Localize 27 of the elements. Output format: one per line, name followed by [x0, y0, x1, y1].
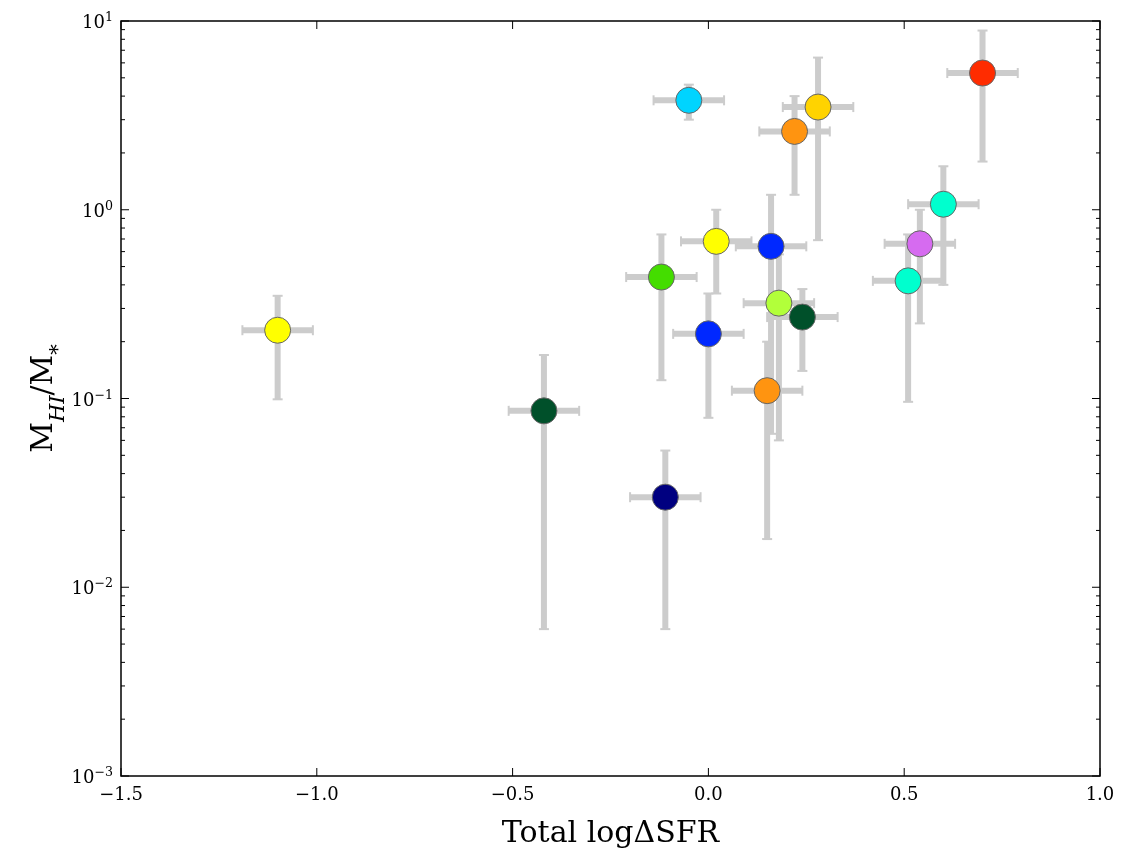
y-tick-label: 10$^{0}$: [82, 197, 113, 221]
y-tick-label: 10$^{−2}$: [71, 574, 113, 599]
point: [264, 316, 292, 344]
point: [804, 93, 832, 121]
point: [969, 59, 997, 87]
x-tick-label: −0.5: [490, 783, 535, 804]
y-tick-label: 10$^{1}$: [82, 8, 113, 32]
point: [757, 232, 785, 260]
point: [765, 289, 793, 317]
point: [929, 190, 957, 218]
point: [788, 303, 816, 331]
x-tick-label: 0.0: [694, 783, 723, 804]
x-tick-label: 1.0: [1085, 783, 1115, 804]
x-axis-title: Total logΔSFR: [501, 814, 721, 849]
point: [694, 320, 722, 348]
point: [702, 227, 730, 255]
y-tick-label: 10$^{−1}$: [71, 386, 113, 410]
point: [906, 230, 934, 258]
point: [894, 267, 922, 295]
point: [651, 483, 679, 511]
point: [530, 397, 558, 425]
point: [675, 86, 703, 114]
point: [647, 263, 675, 291]
x-tick-label: 0.5: [889, 783, 919, 804]
point: [753, 377, 781, 405]
point: [781, 117, 809, 145]
x-tick-label: −1.0: [294, 783, 339, 804]
